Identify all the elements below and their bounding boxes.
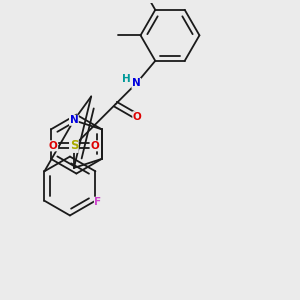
Text: O: O (133, 112, 142, 122)
Text: N: N (132, 78, 141, 88)
Text: F: F (94, 197, 102, 207)
Text: O: O (90, 141, 99, 151)
Text: O: O (49, 141, 58, 151)
Text: N: N (70, 115, 78, 125)
Text: H: H (122, 74, 130, 84)
Text: S: S (70, 139, 78, 152)
